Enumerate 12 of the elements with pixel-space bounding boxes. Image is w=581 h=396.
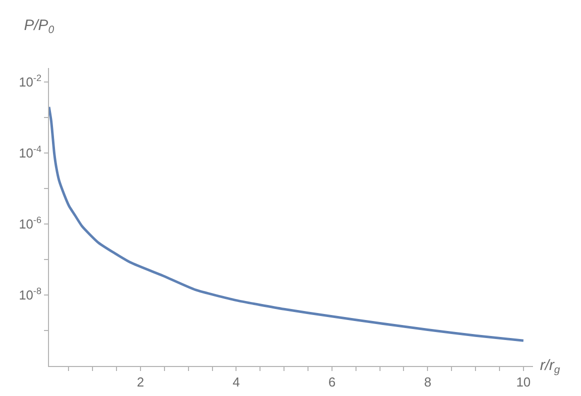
y-axis-title: P/P$_{0}$ <box>24 17 54 36</box>
x-tick-label: 4 <box>232 374 240 390</box>
y-tick-label: 10$^{-2}$ <box>18 73 42 90</box>
y-tick-label: 10$^{-4}$ <box>18 144 42 161</box>
x-tick-label: 2 <box>136 374 144 390</box>
x-tick-label: 8 <box>424 374 432 390</box>
x-tick-label: 6 <box>328 374 336 390</box>
y-tick-label: 10$^{-6}$ <box>18 215 42 232</box>
x-tick-label: 10 <box>516 374 531 390</box>
x-axis-title: r/r$_{g}$ <box>540 357 560 376</box>
line-series <box>49 106 525 342</box>
y-tick-label: 10$^{-8}$ <box>18 286 42 303</box>
